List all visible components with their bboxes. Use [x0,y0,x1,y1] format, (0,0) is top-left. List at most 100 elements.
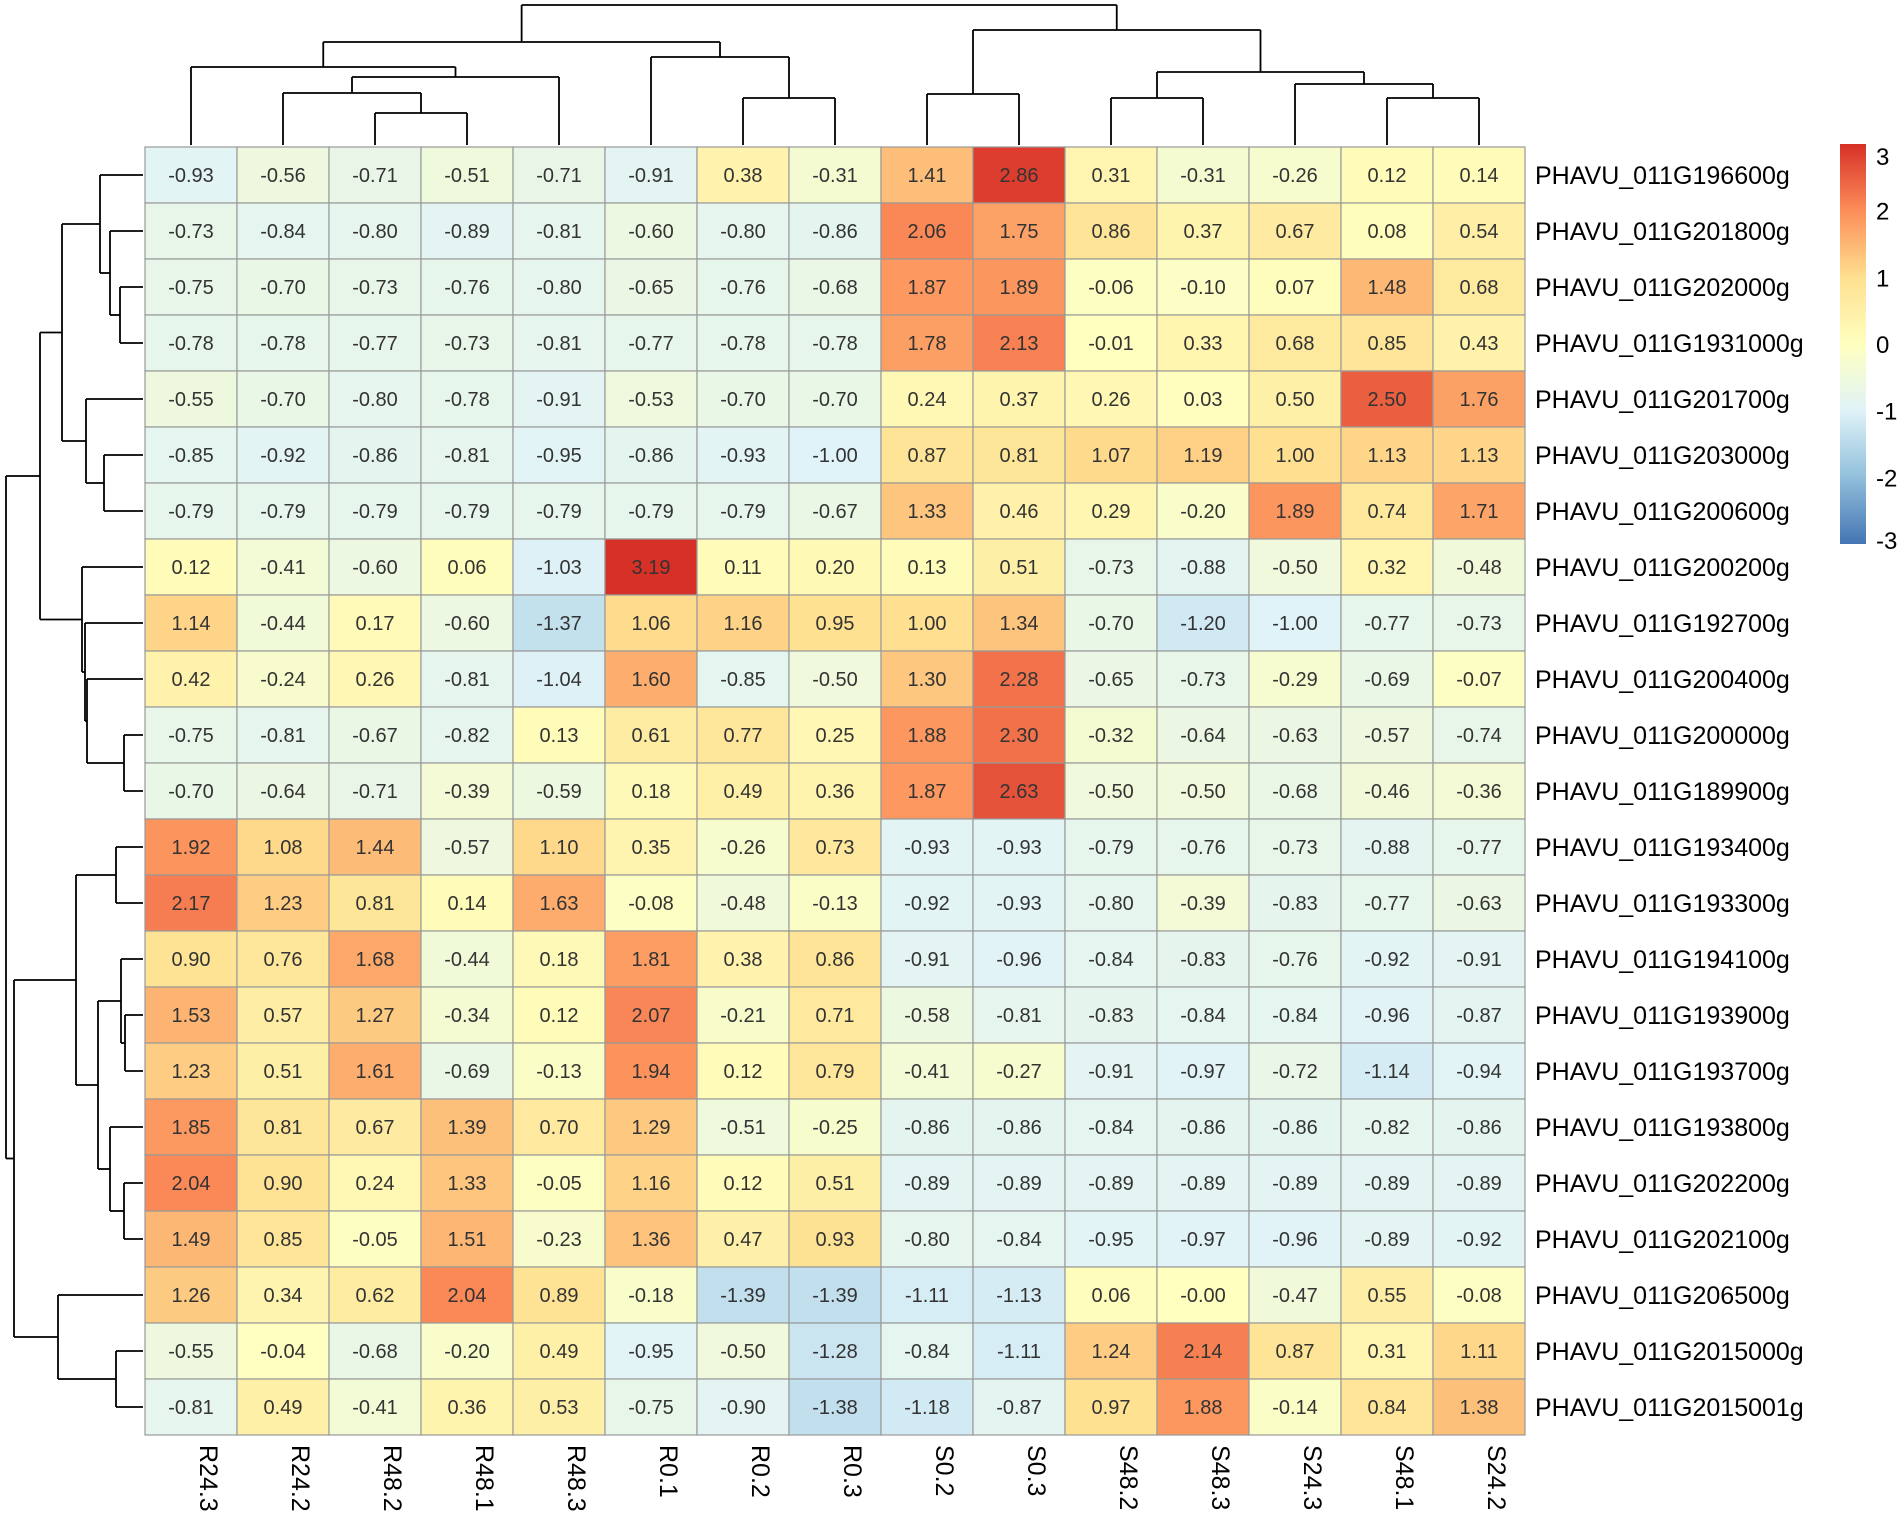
cell-value-label: 0.77 [724,725,763,747]
heatmap-cell [1432,1154,1526,1212]
cell-value-label: -0.51 [444,165,490,187]
cell-value-label: -0.70 [812,389,858,411]
heatmap-cell [144,482,238,540]
cell-value-label: 0.26 [356,669,395,691]
cell-value-label: -0.83 [1180,949,1226,971]
heatmap-cell [328,762,422,820]
heatmap-cell [880,706,974,764]
heatmap-cell [1432,706,1526,764]
cell-value-label: -0.81 [536,333,582,355]
cell-value-label: -0.75 [628,1397,674,1419]
heatmap-cell [1064,370,1158,428]
cell-value-label: -0.89 [1456,1173,1502,1195]
heatmap-cell [144,706,238,764]
cell-value-label: -0.44 [444,949,490,971]
cell-value-label: -0.51 [720,1117,766,1139]
heatmap-cell [604,538,698,596]
cell-value-label: -0.74 [1456,725,1502,747]
heatmap-cell [788,370,882,428]
heatmap-cell [1432,426,1526,484]
column-label: S24.2 [1482,1445,1510,1510]
cell-value-label: 1.88 [1184,1397,1223,1419]
cell-value-label: -0.27 [996,1061,1042,1083]
heatmap-cell [696,818,790,876]
heatmap-cell [1248,314,1342,372]
cell-value-label: -0.46 [1364,781,1410,803]
row-label: PHAVU_011G206500g [1535,1282,1790,1310]
cell-value-label: 1.13 [1368,445,1407,467]
cell-value-label: -1.37 [536,613,582,635]
heatmap-cell [880,1154,974,1212]
cell-value-label: 0.35 [632,837,671,859]
cell-value-label: -0.55 [168,389,214,411]
cell-value-label: 2.14 [1184,1341,1223,1363]
cell-value-label: 0.13 [540,725,579,747]
heatmap-cell [972,650,1066,708]
heatmap-cell [696,1322,790,1380]
cell-value-label: 0.95 [816,613,855,635]
heatmap-cell [420,1098,514,1156]
cell-value-label: -0.50 [720,1341,766,1363]
heatmap-cell [1156,1266,1250,1324]
row-label: PHAVU_011G194100g [1535,946,1790,974]
cell-value-label: 0.57 [264,1005,303,1027]
heatmap-cell [1432,314,1526,372]
column-label: R0.2 [746,1445,774,1498]
cell-value-label: -0.60 [444,613,490,635]
heatmap-cell [236,650,330,708]
cell-value-label: -0.95 [628,1341,674,1363]
heatmap-cell [512,650,606,708]
row-label: PHAVU_011G202000g [1535,274,1790,302]
cell-value-label: -0.80 [1088,893,1134,915]
heatmap-cell [1064,706,1158,764]
cell-value-label: -0.71 [536,165,582,187]
heatmap-cell [696,1210,790,1268]
cell-value-label: 0.55 [1368,1285,1407,1307]
cell-value-label: -0.70 [168,781,214,803]
cell-value-label: 0.20 [816,557,855,579]
cell-value-label: 2.17 [172,893,211,915]
cell-value-label: -0.97 [1180,1061,1226,1083]
cell-value-label: 1.61 [356,1061,395,1083]
cell-value-label: 1.78 [908,333,947,355]
heatmap-cell [788,874,882,932]
heatmap-cell [236,1210,330,1268]
cell-value-label: 0.67 [356,1117,395,1139]
cell-value-label: 0.26 [1092,389,1131,411]
heatmap-cell [972,370,1066,428]
heatmap-cell [1432,1098,1526,1156]
heatmap-cell [512,202,606,260]
column-labels: R24.3 R24.2 R48.2 R48.1 R48.3 R0.1 R0.2 R0.3 S0.… [194,1445,1510,1512]
cell-value-label: -0.77 [1364,893,1410,915]
heatmap-cell [788,818,882,876]
cell-value-label: 0.08 [1368,221,1407,243]
cell-value-label: -0.91 [1456,949,1502,971]
cell-value-label: -0.41 [260,557,306,579]
heatmap-cell [144,1210,238,1268]
cell-value-label: -0.95 [536,445,582,467]
heatmap-cell [788,146,882,204]
cell-value-label: -0.81 [444,669,490,691]
heatmap-cell [1064,874,1158,932]
cell-value-label: -0.13 [536,1061,582,1083]
heatmap-cell [604,426,698,484]
heatmap-cell [1248,874,1342,932]
heatmap-cell [512,594,606,652]
heatmap-cell [1432,1378,1526,1436]
cell-value-label: -0.76 [444,277,490,299]
cell-value-label: 0.07 [1276,277,1315,299]
heatmap-cell [880,482,974,540]
heatmap-cell [1064,146,1158,204]
cell-value-label: -0.85 [720,669,766,691]
heatmap-cells: -0.93 -0.56 -0.71 -0.51 -0.71 -0.91 0.38 -0.31 1… [144,146,1526,1436]
cell-value-label: 1.76 [1460,389,1499,411]
cell-value-label: -0.81 [996,1005,1042,1027]
heatmap-cell [696,258,790,316]
cell-value-label: 0.12 [172,557,211,579]
heatmap-cell [696,482,790,540]
cell-value-label: -0.89 [1272,1173,1318,1195]
cell-value-label: -1.39 [720,1285,766,1307]
heatmap-cell [1248,594,1342,652]
cell-value-label: -0.86 [812,221,858,243]
cell-value-label: -0.92 [1364,949,1410,971]
